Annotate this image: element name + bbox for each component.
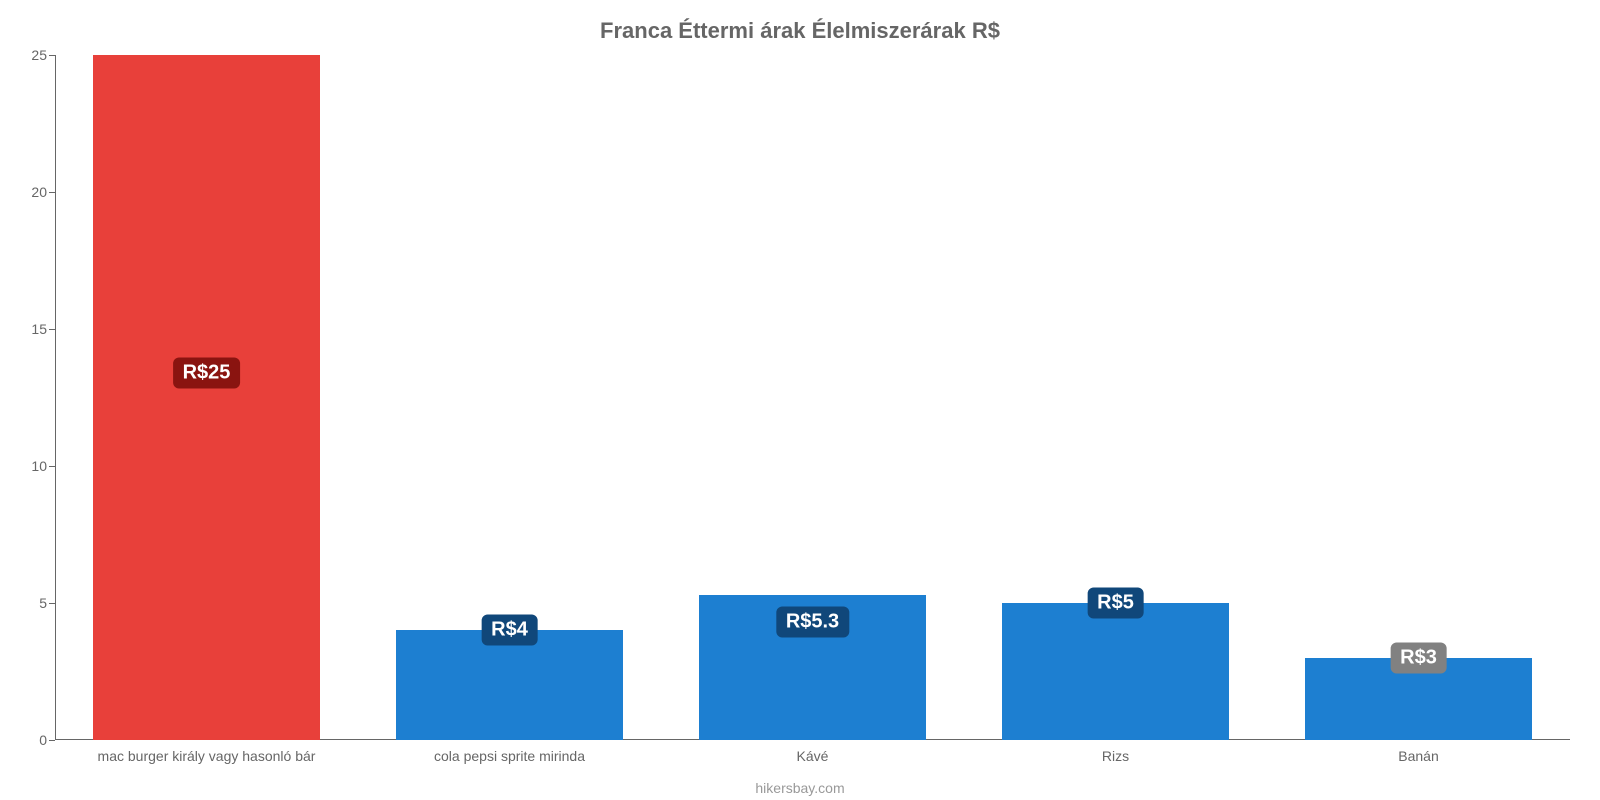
y-tick-mark xyxy=(49,55,55,56)
bar xyxy=(1002,603,1229,740)
plot-area: 0510152025R$25mac burger király vagy has… xyxy=(55,55,1570,740)
footer-credit: hikersbay.com xyxy=(755,780,844,796)
bar-value-badge: R$4 xyxy=(481,615,538,646)
y-tick-mark xyxy=(49,329,55,330)
bar xyxy=(93,55,320,740)
y-axis xyxy=(55,55,56,740)
x-category-label: mac burger király vagy hasonló bár xyxy=(98,740,316,764)
y-tick-mark xyxy=(49,603,55,604)
y-tick-mark xyxy=(49,192,55,193)
bar xyxy=(396,630,623,740)
y-tick-mark xyxy=(49,466,55,467)
chart-title: Franca Éttermi árak Élelmiszerárak R$ xyxy=(20,18,1580,44)
x-category-label: Kávé xyxy=(797,740,829,764)
bar-value-badge: R$3 xyxy=(1390,642,1447,673)
bar-value-badge: R$5.3 xyxy=(776,607,849,638)
chart-container: Franca Éttermi árak Élelmiszerárak R$ 05… xyxy=(0,0,1600,800)
x-category-label: Rizs xyxy=(1102,740,1129,764)
x-category-label: Banán xyxy=(1398,740,1438,764)
x-category-label: cola pepsi sprite mirinda xyxy=(434,740,585,764)
bar-value-badge: R$25 xyxy=(173,357,241,388)
bar-value-badge: R$5 xyxy=(1087,588,1144,619)
y-tick-mark xyxy=(49,740,55,741)
